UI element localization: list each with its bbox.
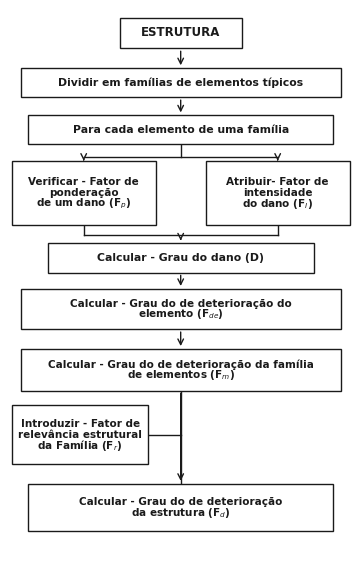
- FancyBboxPatch shape: [206, 161, 349, 225]
- FancyBboxPatch shape: [21, 349, 340, 391]
- FancyBboxPatch shape: [12, 405, 148, 464]
- Text: da Família (F$_{r}$): da Família (F$_{r}$): [38, 438, 123, 453]
- Text: Calcular - Grau do dano (D): Calcular - Grau do dano (D): [97, 253, 264, 263]
- FancyBboxPatch shape: [12, 161, 156, 225]
- Text: do dano (F$_{I}$): do dano (F$_{I}$): [242, 197, 313, 211]
- Text: Dividir em famílias de elementos típicos: Dividir em famílias de elementos típicos: [58, 78, 303, 88]
- FancyBboxPatch shape: [28, 484, 333, 531]
- Text: Introduzir - Fator de: Introduzir - Fator de: [21, 419, 140, 428]
- FancyBboxPatch shape: [21, 68, 340, 97]
- FancyBboxPatch shape: [21, 289, 340, 329]
- Text: Calcular - Grau do de deterioração: Calcular - Grau do de deterioração: [79, 497, 282, 507]
- Text: de um dano (F$_{p}$): de um dano (F$_{p}$): [36, 196, 131, 211]
- Text: Para cada elemento de uma família: Para cada elemento de uma família: [73, 125, 289, 135]
- Text: ESTRUTURA: ESTRUTURA: [141, 26, 220, 39]
- Text: relevância estrutural: relevância estrutural: [18, 430, 142, 440]
- FancyBboxPatch shape: [28, 115, 333, 145]
- Text: Calcular - Grau do de deterioração do: Calcular - Grau do de deterioração do: [70, 298, 292, 309]
- Text: Verificar - Fator de: Verificar - Fator de: [28, 177, 139, 187]
- Text: da estrutura (F$_{d}$): da estrutura (F$_{d}$): [131, 506, 230, 520]
- Text: intensidade: intensidade: [243, 188, 312, 198]
- Text: elemento (F$_{de}$): elemento (F$_{de}$): [138, 307, 223, 321]
- Text: ponderação: ponderação: [49, 188, 118, 198]
- Text: Calcular - Grau do de deterioração da família: Calcular - Grau do de deterioração da fa…: [48, 359, 314, 370]
- Text: de elementos (F$_{m}$): de elementos (F$_{m}$): [127, 368, 235, 382]
- Text: Atribuir- Fator de: Atribuir- Fator de: [226, 177, 329, 187]
- FancyBboxPatch shape: [119, 17, 242, 48]
- FancyBboxPatch shape: [48, 243, 314, 272]
